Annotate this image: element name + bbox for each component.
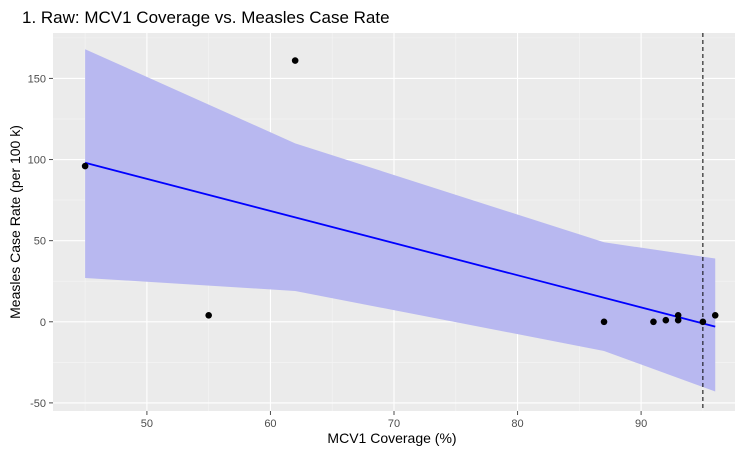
y-tick-label: -50 [30,398,46,410]
x-tick-label: 90 [635,418,647,430]
x-tick-label: 70 [388,418,400,430]
data-point [291,57,299,64]
confidence-band [85,49,716,392]
x-axis-title: MCV1 Coverage (%) [327,430,456,446]
chart-title: 1. Raw: MCV1 Coverage vs. Measles Case R… [22,8,390,27]
x-axis-ticks: 50 60 70 80 90 [141,411,647,430]
data-point [662,316,670,324]
y-tick-label: 100 [28,155,46,167]
data-point [674,311,682,319]
x-tick-label: 80 [511,418,523,430]
data-points [81,57,719,326]
y-tick-label: 0 [40,317,46,329]
regression-line [84,161,716,328]
y-tick-label: 150 [28,73,46,85]
x-tick-label: 60 [264,418,276,430]
data-point [699,318,707,326]
data-point [674,316,682,324]
y-tick-label: 50 [34,236,46,248]
y-axis-ticks: -50 0 50 100 150 [28,73,53,410]
x-tick-label: 50 [141,418,153,430]
data-point [711,311,719,319]
data-point [81,162,89,170]
data-point [600,318,608,326]
y-axis-title: Measles Case Rate (per 100 k) [7,125,23,319]
data-point [650,318,657,326]
data-point [205,311,212,319]
